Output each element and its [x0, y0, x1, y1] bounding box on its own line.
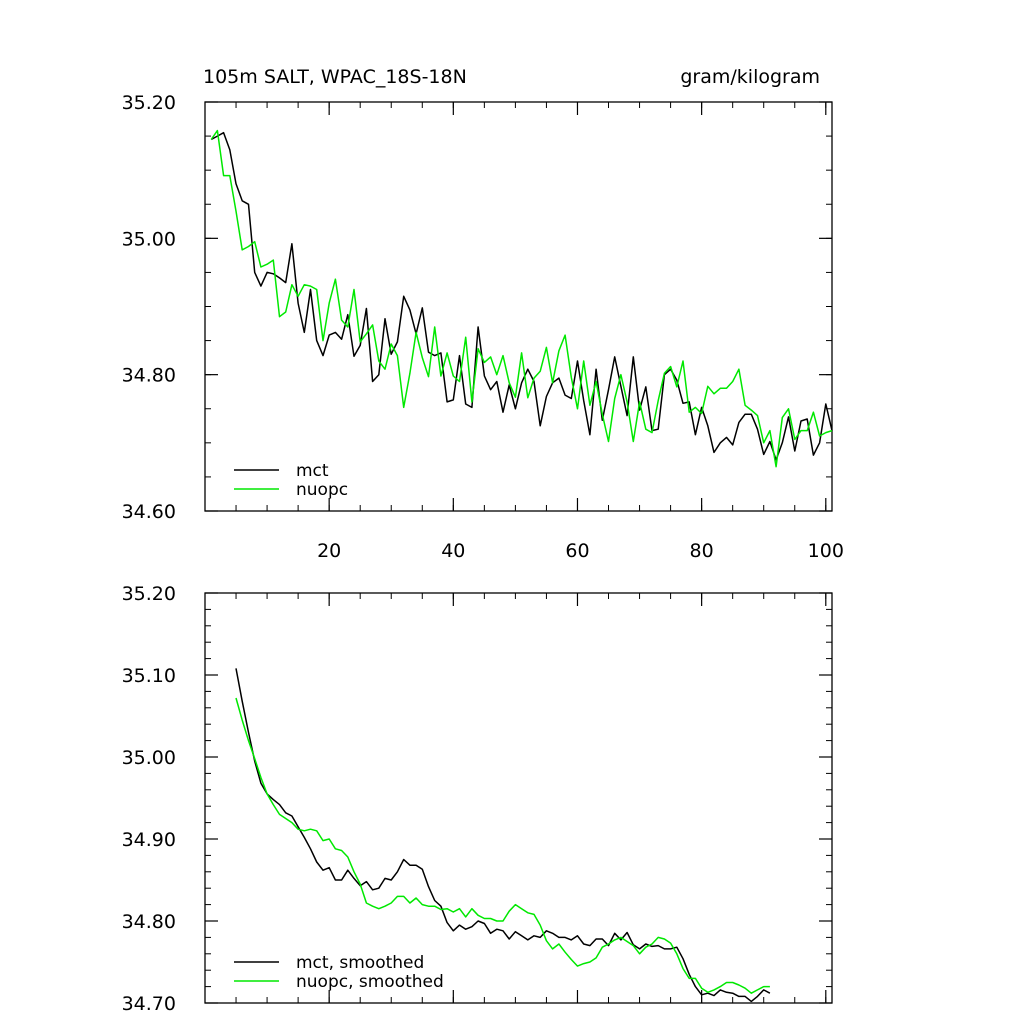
y-tick-label: 35.20 [122, 92, 176, 114]
series-line-nuopc-smoothed [235, 697, 770, 994]
y-tick-label: 34.80 [122, 911, 176, 933]
x-tick-label: 100 [808, 540, 844, 562]
chart-title-left: 105m SALT, WPAC_18S-18N [203, 66, 467, 88]
bottom-panel: 34.70 34.80 34.90 35.00 35.10 35.20 mct, smoot… [122, 583, 833, 1015]
chart-title-right: gram/kilogram [680, 66, 820, 88]
series-line-mct [210, 131, 833, 461]
legend-label: mct [296, 461, 329, 481]
y-tick-label: 34.70 [122, 993, 176, 1015]
legend-label: nuopc [296, 480, 348, 500]
x-tick-label: 40 [441, 540, 465, 562]
y-tick-label: 35.10 [122, 665, 176, 687]
x-tick-label: 80 [690, 540, 714, 562]
legend-label: mct, smoothed [296, 953, 424, 973]
legend-label: nuopc, smoothed [296, 972, 444, 992]
y-tick-label: 34.90 [122, 829, 176, 851]
y-tick-label: 34.60 [122, 501, 176, 523]
y-tick-label: 35.00 [122, 747, 176, 769]
series-line-mct-smoothed [235, 668, 771, 1003]
series-line-nuopc [210, 129, 833, 468]
y-tick-label: 34.80 [122, 365, 176, 387]
plot-frame [204, 592, 833, 1004]
y-tick-label: 35.20 [122, 583, 176, 605]
y-tick-label: 35.00 [122, 228, 176, 250]
x-tick-label: 60 [565, 540, 589, 562]
x-tick-label: 20 [317, 540, 341, 562]
